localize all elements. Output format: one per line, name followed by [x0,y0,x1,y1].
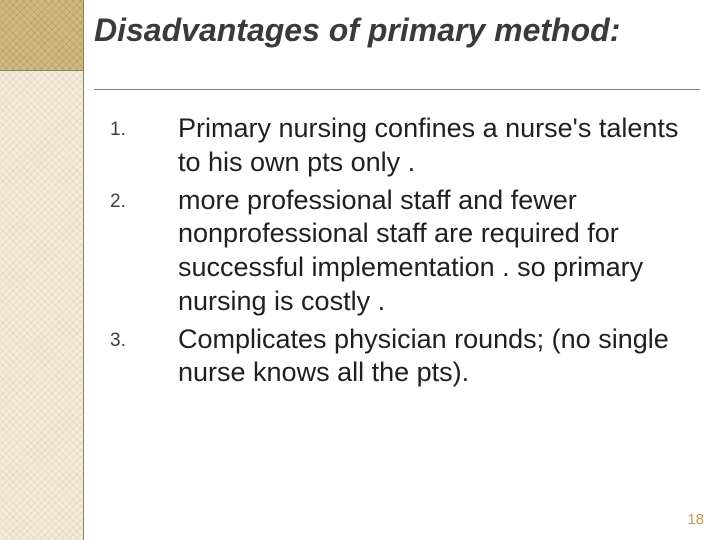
page-number: 18 [687,511,704,528]
body-area: Primary nursing confines a nurse's talen… [110,112,680,394]
decorative-left-strip [0,0,84,540]
numbered-list: Primary nursing confines a nurse's talen… [110,112,680,390]
slide-title: Disadvantages of primary method: [94,10,700,49]
list-item: Complicates physician rounds; (no single… [110,323,680,391]
list-item: Primary nursing confines a nurse's talen… [110,112,680,180]
list-item: more professional staff and fewer nonpro… [110,184,680,319]
title-container: Disadvantages of primary method: [94,10,700,90]
